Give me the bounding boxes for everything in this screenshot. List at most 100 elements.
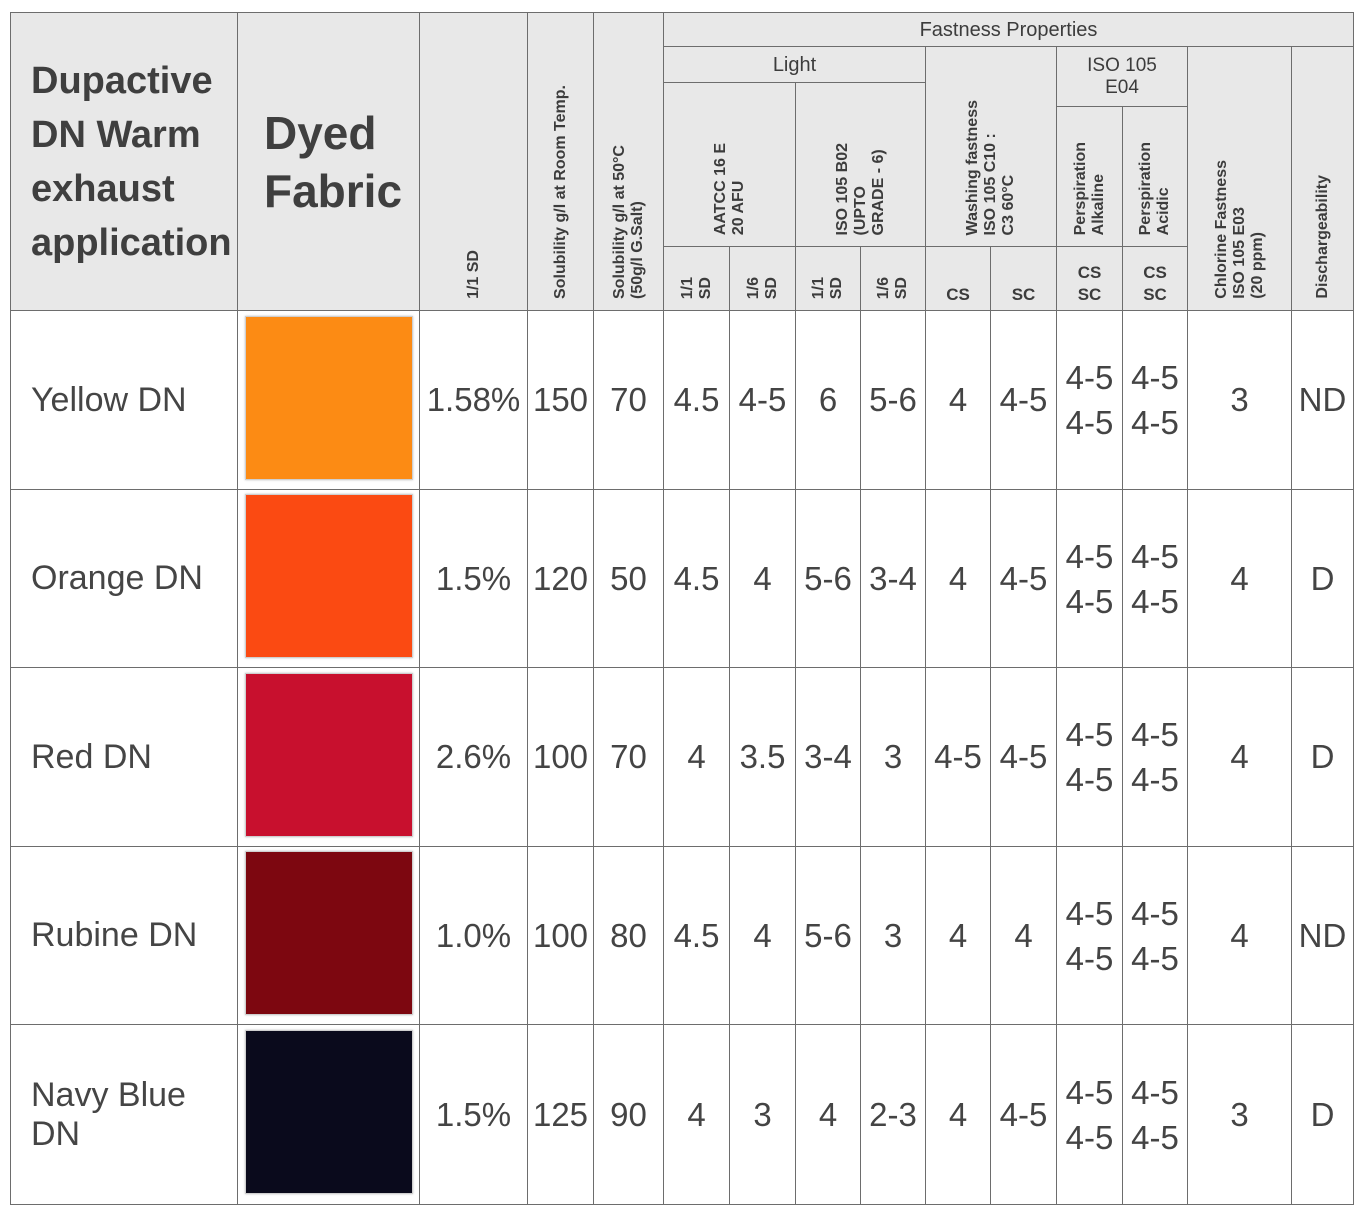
washing-sc-value: 4-5 [990,1024,1057,1205]
perspiration-alkaline-value: 4-5 4-5 [1056,489,1123,668]
iso-1-1-sd-value: 3-4 [795,667,861,847]
iso-1-1-sd-value: 4 [795,1024,861,1205]
chlorine-value: 3 [1187,310,1292,490]
dye-name: Orange DN [10,489,238,668]
dye-name: Navy Blue DN [10,1024,238,1205]
swatch-cell [237,667,420,847]
solubility-room-header-cell: Solubility g/l at Room Temp. [527,12,594,311]
dyed-fabric-header: Dyed Fabric [264,106,403,217]
perspiration-alkaline-value: 4-5 4-5 [1056,846,1123,1025]
swatch-cell [237,846,420,1025]
washing-cs-value: 4 [925,310,991,490]
aatcc-1-6-sd-value: 4 [729,846,796,1025]
shade-depth-value: 2.6% [419,667,528,847]
iso-1-6-sd-value: 2-3 [860,1024,926,1205]
acidic-cs-sc-header: CS SC [1122,246,1188,311]
washing-cs-value: 4-5 [925,667,991,847]
aatcc-1-1-sd-value: 4 [663,1024,730,1205]
iso-1-6-sd-value: 3 [860,667,926,847]
table-row: Orange DN 1.5% 120 50 4.5 4 5-6 3-4 4 4-5 4-5 4-5 4… [10,489,1354,668]
solubility-room-value: 150 [527,310,594,490]
product-range-title: Dupactive DN Warm exhaust application [31,59,232,264]
dischargeability-value: ND [1291,310,1354,490]
aatcc-1-6-sd-value: 3.5 [729,667,796,847]
shade-depth-value: 1.5% [419,1024,528,1205]
perspiration-alkaline-value: 4-5 4-5 [1056,667,1123,847]
fastness-properties-header: Fastness Properties [663,12,1354,47]
dischargeability-header-cell: Dischargeability [1291,46,1354,311]
dye-rows: Yellow DN 1.58% 150 70 4.5 4-5 6 5-6 4 4-5 4-5 4-5… [10,310,1354,1205]
aatcc-1-6-sd-header-cell: 1/6 SD [729,246,796,311]
chlorine-value: 4 [1187,489,1292,668]
iso-b02-header: ISO 105 B02 (UPTO GRADE - 6) [833,142,887,236]
swatch-cell [237,1024,420,1205]
swatch-cell [237,310,420,490]
perspiration-acidic-value: 4-5 4-5 [1122,489,1188,668]
aatcc-header: AATCC 16 E 20 AFU [711,142,747,235]
perspiration-acidic-value: 4-5 4-5 [1122,667,1188,847]
perspiration-alkaline-header: Perspiration Alkaline [1071,141,1107,235]
fabric-swatch [244,315,413,480]
alkaline-cs-sc-header: CS SC [1056,246,1123,311]
iso-1-6-sd-value: 5-6 [860,310,926,490]
washing-fastness-header-cell: Washing fastness ISO 105 C10 : C3 60°C [925,46,1057,247]
iso-1-1-sd-header: 1/1 SD [810,276,845,299]
washing-sc-value: 4 [990,846,1057,1025]
chlorine-fastness-header: Chlorine Fastness ISO 105 E03 (20 ppm) [1212,160,1266,299]
table-row: Red DN 2.6% 100 70 4 3.5 3-4 3 4-5 4-5 4-5 4-5 4-5 … [10,667,1354,847]
washing-cs-value: 4 [925,846,991,1025]
washing-cs-value: 4 [925,489,991,668]
washing-fastness-header: Washing fastness ISO 105 C10 : C3 60°C [964,99,1017,235]
dischargeability-value: D [1291,489,1354,668]
washing-sc-header: SC [990,246,1057,311]
shade-depth-value: 1.58% [419,310,528,490]
dischargeability-value: ND [1291,846,1354,1025]
aatcc-1-1-sd-value: 4.5 [663,489,730,668]
sd-header-cell: 1/1 SD [419,12,528,311]
dischargeability-header: Dischargeability [1313,175,1331,299]
aatcc-header-cell: AATCC 16 E 20 AFU [663,82,796,247]
perspiration-alkaline-header-cell: Perspiration Alkaline [1056,106,1123,247]
fabric-swatch [244,672,413,837]
perspiration-acidic-value: 4-5 4-5 [1122,846,1188,1025]
aatcc-1-6-sd-header: 1/6 SD [744,276,780,299]
perspiration-alkaline-value: 4-5 4-5 [1056,1024,1123,1205]
perspiration-acidic-value: 4-5 4-5 [1122,310,1188,490]
chlorine-fastness-header-cell: Chlorine Fastness ISO 105 E03 (20 ppm) [1187,46,1292,311]
iso-1-6-sd-header-cell: 1/6 SD [860,246,926,311]
swatch-cell [237,489,420,668]
fabric-swatch [244,1030,413,1194]
solubility-50-header: Solubility g/l at 50°C (50g/l G.Salt) [610,145,646,299]
aatcc-1-6-sd-value: 4 [729,489,796,668]
dyed-fabric-header-cell: Dyed Fabric [237,12,420,311]
iso-1-6-sd-value: 3 [860,846,926,1025]
chlorine-value: 4 [1187,846,1292,1025]
table-row: Navy Blue DN 1.5% 125 90 4 3 4 2-3 4 4-5 4-5 4-5 4-… [10,1024,1354,1205]
table-row: Yellow DN 1.58% 150 70 4.5 4-5 6 5-6 4 4-5 4-5 4-5… [10,310,1354,490]
washing-cs-header: CS [925,246,991,311]
solubility-50-value: 80 [593,846,664,1025]
perspiration-acidic-header-cell: Perspiration Acidic [1122,106,1188,247]
iso-b02-header-cell: ISO 105 B02 (UPTO GRADE - 6) [795,82,926,247]
iso-1-1-sd-value: 6 [795,310,861,490]
chlorine-value: 4 [1187,667,1292,847]
washing-sc-value: 4-5 [990,310,1057,490]
fabric-swatch [244,851,413,1015]
iso-e04-header: ISO 105 E04 [1056,46,1188,107]
solubility-room-header: Solubility g/l at Room Temp. [551,85,569,299]
washing-sc-value: 4-5 [990,667,1057,847]
solubility-50-value: 50 [593,489,664,668]
solubility-room-value: 100 [527,846,594,1025]
solubility-room-value: 125 [527,1024,594,1205]
dischargeability-value: D [1291,1024,1354,1205]
aatcc-1-6-sd-value: 4-5 [729,310,796,490]
perspiration-acidic-header: Perspiration Acidic [1137,141,1172,235]
solubility-room-value: 100 [527,667,594,847]
solubility-50-value: 70 [593,667,664,847]
sd-header: 1/1 SD [464,250,482,299]
washing-cs-value: 4 [925,1024,991,1205]
solubility-room-value: 120 [527,489,594,668]
aatcc-1-1-sd-header-cell: 1/1 SD [663,246,730,311]
dye-name: Red DN [10,667,238,847]
table-row: Rubine DN 1.0% 100 80 4.5 4 5-6 3 4 4 4-5 4-5 4-5 4… [10,846,1354,1025]
